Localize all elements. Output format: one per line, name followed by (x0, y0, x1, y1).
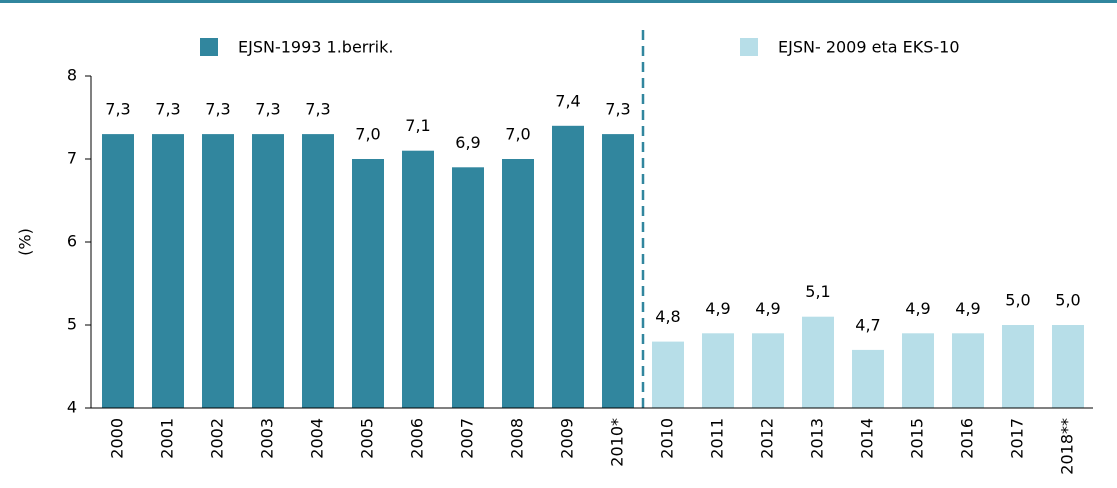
bar (902, 333, 934, 408)
bar (1052, 325, 1084, 408)
bar (402, 150, 434, 408)
x-tick-label: 2009 (558, 418, 577, 459)
x-tick-label: 2018** (1058, 418, 1077, 475)
bar (652, 341, 684, 408)
x-tick-label: 2008 (508, 418, 527, 459)
x-tick-label: 2005 (358, 418, 377, 459)
value-label: 4,7 (855, 315, 880, 334)
bar (352, 159, 384, 408)
x-tick-label: 2015 (908, 418, 927, 459)
value-label: 7,3 (305, 100, 330, 119)
x-tick-label: 2013 (808, 418, 827, 459)
x-tick-label: 2003 (258, 418, 277, 459)
value-label: 5,0 (1005, 291, 1030, 310)
top-border (0, 0, 1117, 3)
x-tick-label: 2017 (1008, 418, 1027, 459)
value-label: 7,1 (405, 116, 430, 135)
x-tick-label: 2016 (958, 418, 977, 459)
value-label: 7,0 (505, 125, 530, 144)
x-tick-label: 2006 (408, 418, 427, 459)
bar (502, 159, 534, 408)
bar (252, 134, 284, 408)
value-label: 7,3 (105, 100, 130, 119)
value-label: 4,9 (705, 299, 730, 318)
x-tick-label: 2004 (308, 418, 327, 459)
bar (802, 316, 834, 408)
x-tick-label: 2014 (858, 418, 877, 459)
y-tick-label: 8 (67, 66, 77, 85)
bar (852, 349, 884, 408)
value-label: 5,0 (1055, 291, 1080, 310)
value-label: 7,4 (555, 91, 580, 110)
y-tick-label: 7 (67, 149, 77, 168)
legend-swatch (740, 38, 758, 56)
bar (702, 333, 734, 408)
x-tick-label: 2007 (458, 418, 477, 459)
bar (602, 134, 634, 408)
legend-swatch (200, 38, 218, 56)
x-tick-label: 2010 (658, 418, 677, 459)
bar (152, 134, 184, 408)
value-label: 7,3 (255, 100, 280, 119)
bar (302, 134, 334, 408)
y-tick-label: 6 (67, 232, 77, 251)
legend-label: EJSN- 2009 eta EKS-10 (778, 38, 960, 57)
y-axis-label: (%) (16, 228, 35, 256)
y-tick-label: 5 (67, 315, 77, 334)
x-tick-label: 2002 (208, 418, 227, 459)
bar (102, 134, 134, 408)
bar (752, 333, 784, 408)
x-tick-label: 2010* (608, 418, 627, 467)
bar (952, 333, 984, 408)
value-label: 4,8 (655, 307, 680, 326)
value-label: 7,3 (155, 100, 180, 119)
value-label: 5,1 (805, 282, 830, 301)
value-label: 7,3 (205, 100, 230, 119)
x-tick-label: 2012 (758, 418, 777, 459)
value-label: 7,3 (605, 100, 630, 119)
bar (202, 134, 234, 408)
bar (552, 125, 584, 409)
bar (1002, 325, 1034, 408)
value-label: 4,9 (755, 299, 780, 318)
value-label: 6,9 (455, 133, 480, 152)
value-label: 4,9 (905, 299, 930, 318)
x-tick-label: 2011 (708, 418, 727, 459)
bar (452, 167, 484, 408)
value-label: 4,9 (955, 299, 980, 318)
x-tick-label: 2000 (108, 418, 127, 459)
y-tick-label: 4 (67, 398, 77, 417)
x-tick-label: 2001 (158, 418, 177, 459)
legend-label: EJSN-1993 1.berrik. (238, 38, 393, 57)
value-label: 7,0 (355, 125, 380, 144)
